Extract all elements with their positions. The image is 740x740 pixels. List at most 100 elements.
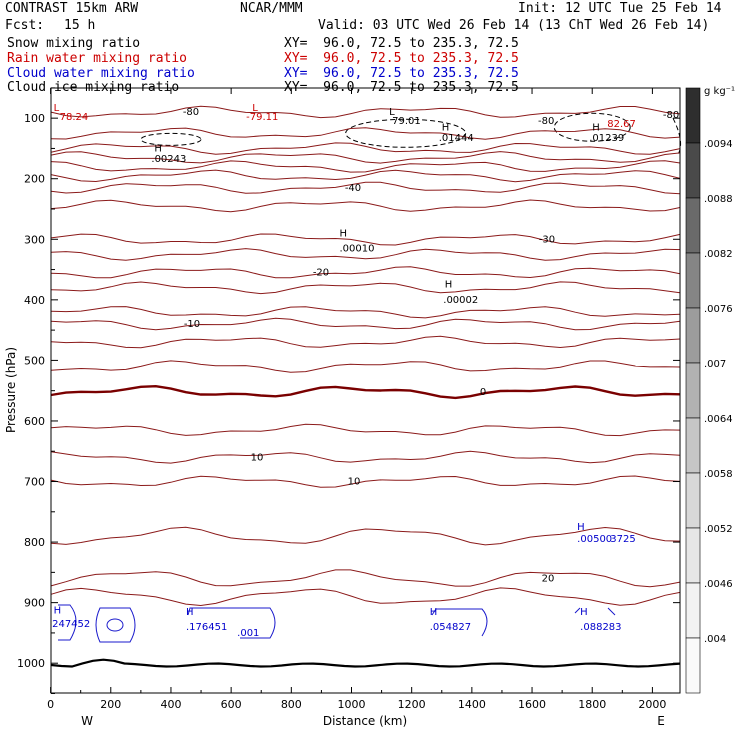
colorbar-swatch <box>685 582 701 639</box>
isotherm-label: 10 <box>251 452 264 463</box>
isotherm-label: -20 <box>313 268 329 279</box>
isotherm-line <box>50 569 681 588</box>
y-tick-label: 300 <box>24 233 45 246</box>
cloud-water-contour <box>58 604 77 641</box>
colorbar-label: .0064 <box>704 414 733 425</box>
x-tick-label: 600 <box>221 698 242 711</box>
high-marker: H <box>445 280 453 291</box>
extremum-value: .054827 <box>430 622 471 633</box>
isotherm-line <box>50 360 681 373</box>
cloud-water-layer <box>58 604 616 643</box>
isotherm-label: -80 <box>183 107 199 118</box>
extremum-value: .176451 <box>186 622 227 633</box>
extremum-value: .00500 <box>577 534 612 545</box>
y-tick-label: 600 <box>24 415 45 428</box>
field-name-cloud-water: Cloud water mixing ratio <box>7 66 195 81</box>
cloud-water-contour <box>187 607 276 639</box>
colorbar-label: .0094 <box>704 139 733 150</box>
isotherm-line <box>50 475 681 488</box>
cloud-ice-contour <box>553 112 631 142</box>
low-marker: L <box>54 103 60 114</box>
extremum-value: .01239 <box>589 133 624 144</box>
extremum-value: .088283 <box>580 622 621 633</box>
y-tick-label: 800 <box>24 536 45 549</box>
colorbar-label: .0076 <box>704 304 733 315</box>
y-tick-label: 500 <box>24 354 45 367</box>
extremum-value: 78.24 <box>60 112 89 123</box>
extremum-value: -79.11 <box>246 112 278 123</box>
extremum-value: 247452 <box>52 619 90 630</box>
colorbar-swatch <box>685 637 701 694</box>
isotherm-label: -10 <box>184 319 200 330</box>
isotherm-line <box>50 151 681 164</box>
isotherm-line <box>50 266 681 279</box>
y-tick-label: 100 <box>24 112 45 125</box>
isotherm-line <box>50 105 681 119</box>
colorbar-swatch <box>685 307 701 364</box>
y-tick-label: 200 <box>24 173 45 186</box>
isotherm-line <box>50 423 681 437</box>
y-tick-label: 1000 <box>17 657 45 670</box>
colorbar-swatch <box>685 252 701 309</box>
colorbar-unit: g kg⁻¹ <box>704 86 735 97</box>
isotherm-line <box>50 181 681 195</box>
isotherm-line <box>50 450 681 464</box>
forecast-label: Fcst: <box>5 18 45 33</box>
low-marker: L <box>252 103 258 114</box>
colorbar: .0094 .0088 .0082 .0076 .007 .0064 .0058 .0052.… <box>685 87 733 694</box>
org-label: NCAR/MMM <box>240 1 303 16</box>
high-marker: H <box>339 228 347 239</box>
isotherm-line <box>50 281 681 295</box>
model-title: CONTRAST 15km ARW <box>5 1 139 16</box>
cloud-water-contour <box>106 618 124 632</box>
colorbar-label: .0058 <box>704 469 733 480</box>
extremum-value: 79.01 <box>392 116 421 127</box>
extremum-value: 82.67 <box>607 119 636 130</box>
axes: 0 200 400 600 800 1000 1200 1400 1600 1800 2000100… <box>17 87 680 711</box>
isotherm-line <box>50 335 681 349</box>
extremum-value: .001 <box>237 628 259 639</box>
extremum-value: .01444 <box>439 133 474 144</box>
x-tick-label: 400 <box>160 698 181 711</box>
low-marker: L <box>389 107 395 118</box>
field-name-snow: Snow mixing ratio <box>7 36 141 51</box>
isotherm-line <box>50 306 681 319</box>
isotherm-layer: -80 -40 -30 -20 -10 0 10 10 20 <box>50 105 681 668</box>
y-tick-label: 400 <box>24 294 45 307</box>
extremum-value: .00243 <box>151 154 186 165</box>
cloud-ice-contour <box>672 117 682 155</box>
init-time: Init: 12 UTC Tue 25 Feb 14 <box>518 1 722 16</box>
high-marker: H <box>442 122 450 133</box>
extremum-value: -80 <box>663 110 679 121</box>
field-xy-rain: XY= 96.0, 72.5 to 235.3, 72.5 <box>284 51 519 66</box>
cloud-water-contour <box>431 608 488 637</box>
x-tick-label: 1800 <box>578 698 606 711</box>
isotherm-line <box>50 169 681 183</box>
isotherm-line <box>50 199 681 213</box>
isotherm-label: 20 <box>542 573 555 584</box>
x-tick-label: 1000 <box>338 698 366 711</box>
extremum-value: 3725 <box>610 534 635 545</box>
high-marker: H <box>580 607 588 618</box>
forecast-hour: 15 h <box>64 18 96 33</box>
isotherm-line <box>50 142 681 155</box>
high-marker: H <box>54 606 62 617</box>
cloud-water-contour <box>574 607 616 616</box>
high-marker: H <box>592 122 600 133</box>
isotherm-line <box>50 160 681 173</box>
cloud-ice-contour <box>345 118 467 148</box>
isotherm-line <box>50 317 681 331</box>
x-tick-label: 1400 <box>458 698 486 711</box>
isotherm-line <box>50 384 681 400</box>
x-tick-label: 1600 <box>518 698 546 711</box>
colorbar-label: .0046 <box>704 579 733 590</box>
extremum-value: -80 <box>538 116 554 127</box>
colorbar-swatch <box>685 527 701 584</box>
y-tick-label: 700 <box>24 476 45 489</box>
isotherm-label: 10 <box>348 477 361 488</box>
extremum-value: .00010 <box>339 243 374 254</box>
x-tick-label: 0 <box>47 698 54 711</box>
x-tick-label: 1200 <box>398 698 426 711</box>
cloud-water-contour <box>95 607 136 643</box>
high-marker: H <box>154 143 162 154</box>
